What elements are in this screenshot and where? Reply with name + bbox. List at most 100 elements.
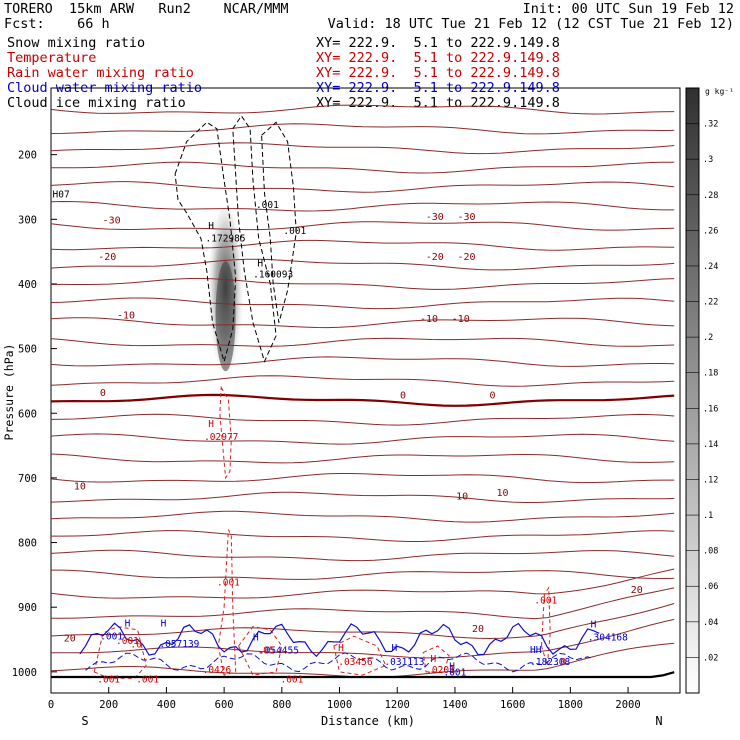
colorbar-unit-label: g kg⁻¹ [705, 87, 734, 96]
ice-contour [261, 121, 297, 323]
south-label: S [81, 714, 88, 728]
x-tick-label: 1000 [327, 699, 352, 711]
contour-annotation: .0426 [203, 665, 232, 676]
contour-annotation: H [161, 618, 167, 629]
isotherm-line [50, 278, 675, 290]
contour-annotation: .001 [116, 636, 139, 647]
cloud-water-contours [79, 622, 600, 673]
cloud-water-line [85, 652, 594, 673]
contour-annotation: .001 [217, 578, 240, 589]
y-tick-label: 400 [18, 279, 37, 291]
contour-annotation: .03456 [338, 657, 373, 668]
colorbar-tick-label: .12 [703, 475, 718, 485]
isotherm-line [50, 413, 675, 426]
isotherm-line [51, 569, 675, 580]
contour-annotation: H [449, 662, 455, 673]
isotherm-line [50, 317, 675, 329]
header-line1-left: TORERO 15km ARW Run2 NCAR/MMM [4, 1, 289, 17]
contour-annotation: .0 [555, 657, 567, 668]
plot-frame [50, 87, 681, 694]
contour-annotation: .05 [257, 646, 274, 657]
colorbar [685, 87, 700, 694]
contour-annotation: .0201 [426, 665, 455, 676]
header-line1-right: Init: 00 UTC Sun 19 Feb 12 [522, 1, 734, 17]
rain-contour [219, 385, 232, 480]
isotherm-label: -20 [98, 252, 116, 263]
isotherm-label: 0 [489, 391, 495, 402]
colorbar-tick-label: .16 [703, 404, 718, 414]
isotherm-line [50, 123, 675, 135]
isotherm-line [50, 221, 675, 231]
x-tick-label: 800 [272, 699, 291, 711]
contour-annotation: .304168 [588, 633, 628, 644]
isotherm-label: 0 [400, 391, 406, 402]
colorbar-tick-label: .28 [703, 191, 718, 201]
x-tick-label: 1800 [558, 699, 583, 711]
contour-annotation: .001 [100, 631, 123, 642]
isotherm-label: -10 [117, 310, 135, 321]
x-axis-title: Distance (km) [321, 714, 415, 728]
colorbar-tick-label: .18 [703, 369, 718, 379]
contour-annotation: H [391, 643, 397, 654]
colorbar-tick-label: .26 [703, 226, 718, 236]
contour-annotation: .182308 [530, 657, 570, 668]
isotherm-line [50, 549, 675, 562]
snow-mixing-ratio-shading [207, 206, 244, 387]
contour-annotation: H [338, 643, 344, 654]
isotherm-label: 0 [100, 388, 106, 399]
isotherm-line [50, 473, 675, 484]
field-name-cloud-ice: Cloud ice mixing ratio [7, 95, 186, 111]
y-tick-label: 700 [18, 473, 37, 485]
contour-annotation: H [430, 654, 436, 665]
ice-contour [174, 121, 237, 364]
isotherm-label: 20 [64, 634, 76, 645]
rain-contour [333, 635, 387, 676]
y-tick-label: 1000 [12, 667, 37, 679]
colorbar-tick-label: .1 [703, 511, 713, 521]
y-tick-label: 300 [18, 214, 37, 226]
x-tick-label: 400 [157, 699, 176, 711]
contour-annotation: .160093 [253, 269, 293, 280]
colorbar-tick-label: .3 [703, 155, 713, 165]
contour-annotation: .0 [130, 640, 142, 651]
contour-annotation: .001 [443, 667, 466, 678]
field-xy-snow: XY= 222.9. 5.1 to 222.9.149.8 [316, 35, 560, 51]
x-tick-label: 1200 [385, 699, 410, 711]
x-tick-label: 2000 [615, 699, 640, 711]
rain-contour [93, 626, 147, 679]
ice-contour [232, 115, 277, 363]
field-name-temperature: Temperature [7, 50, 97, 66]
colorbar-tick-label: .32 [703, 120, 718, 130]
isotherm-line [50, 142, 675, 155]
y-tick-label: 200 [18, 150, 37, 162]
isotherm-line [50, 375, 675, 387]
isotherm-line [50, 587, 675, 620]
isotherm-line [50, 433, 675, 445]
cloud-water-line [79, 622, 600, 658]
rain-contour [217, 529, 237, 676]
isotherm-label: -20 [426, 252, 444, 263]
isotherm-line [50, 297, 675, 310]
colorbar-tick-label: .08 [703, 547, 718, 557]
colorbar-tick-label: .2 [703, 333, 713, 343]
isotherm-label: 20 [631, 585, 643, 596]
contour-annotation: .001 [534, 596, 557, 607]
colorbar-tick-label: .22 [703, 298, 718, 308]
y-tick-label: 900 [18, 602, 37, 614]
contour-annotation: H07 [53, 190, 70, 201]
contour-annotation: .001 [136, 675, 159, 686]
colorbar-tick-label: .02 [703, 653, 718, 663]
contour-annotation: .001 [97, 675, 120, 686]
field-name-snow: Snow mixing ratio [7, 35, 146, 51]
isotherm-line [50, 181, 675, 193]
snow-plume-max [215, 261, 236, 372]
contour-annotation: .001 [280, 675, 303, 686]
contour-annotation: .172985 [206, 234, 246, 245]
isotherm-line [50, 603, 675, 640]
isotherm-line [50, 491, 675, 503]
contour-annotation: .031113 [384, 657, 424, 668]
x-tick-label: 600 [215, 699, 234, 711]
contour-annotation: .057139 [159, 639, 199, 650]
contour-annotation: HH [530, 645, 542, 656]
